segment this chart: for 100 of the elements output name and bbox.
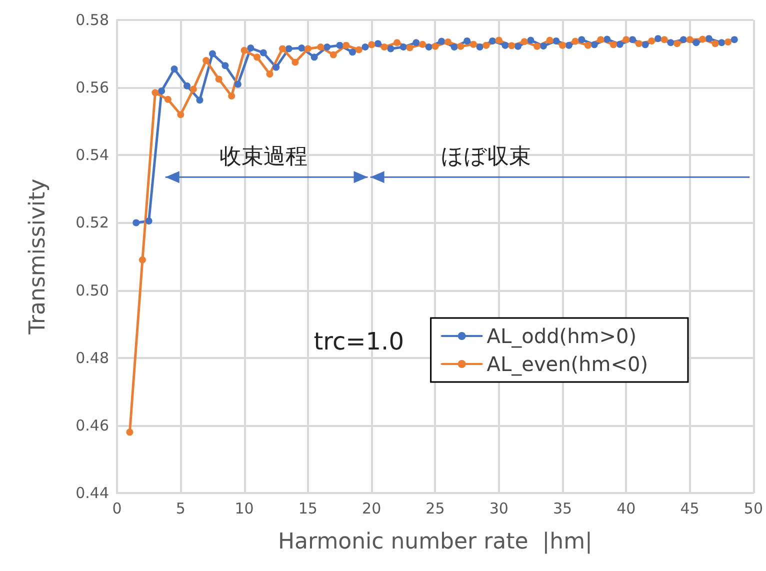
point: [330, 51, 337, 58]
point: [362, 44, 369, 51]
point: [450, 44, 458, 51]
point: [432, 42, 439, 50]
point: [208, 50, 216, 58]
x-tick-label: 25: [426, 500, 445, 518]
x-tick-label: 20: [362, 500, 382, 518]
point: [660, 36, 668, 44]
point: [476, 44, 484, 51]
point: [380, 44, 388, 51]
point: [667, 39, 674, 46]
point: [158, 87, 166, 94]
point: [604, 36, 611, 43]
point: [718, 39, 726, 46]
point: [406, 44, 414, 52]
point: [610, 41, 617, 48]
point: [502, 42, 509, 49]
point: [266, 70, 274, 78]
legend-label: AL_odd(hm>0): [486, 324, 637, 348]
point: [654, 35, 662, 42]
x-tick-label: 10: [234, 500, 254, 518]
y-tick-label: 0.44: [76, 484, 109, 502]
point: [597, 36, 604, 44]
point: [520, 38, 528, 46]
legend-label: AL_even(hm<0): [486, 352, 648, 376]
point: [190, 86, 197, 93]
point: [304, 45, 312, 52]
point: [170, 65, 178, 72]
point: [622, 36, 630, 44]
point: [324, 44, 331, 51]
point: [565, 42, 572, 49]
point: [152, 89, 159, 96]
point: [470, 40, 477, 48]
point: [674, 40, 681, 48]
point: [635, 40, 642, 48]
point: [578, 36, 586, 44]
point: [336, 42, 344, 49]
point: [374, 40, 382, 48]
point: [680, 36, 687, 44]
point: [145, 218, 152, 225]
point: [425, 44, 432, 51]
point: [126, 428, 134, 436]
annotation: ほぼ収束: [441, 144, 532, 170]
x-tick-label: 30: [489, 500, 508, 518]
y-axis-title: Transmissivity: [26, 178, 50, 336]
point: [400, 44, 407, 51]
point: [730, 36, 738, 44]
point: [228, 92, 236, 100]
point: [394, 39, 401, 46]
point: [514, 42, 522, 50]
point: [534, 42, 541, 50]
y-tick-label: 0.58: [76, 11, 109, 29]
x-tick-label: 40: [616, 500, 636, 518]
point: [489, 37, 496, 44]
point: [292, 58, 299, 66]
x-axis-title: Harmonic number rate |hm|: [278, 530, 592, 554]
point: [705, 35, 712, 42]
y-tick-label: 0.52: [76, 214, 109, 232]
y-tick-label: 0.48: [76, 348, 109, 367]
point: [342, 42, 350, 49]
x-tick-label: 35: [552, 500, 572, 518]
point: [222, 62, 229, 70]
point: [616, 40, 624, 48]
point: [298, 44, 306, 52]
point: [699, 36, 706, 43]
x-tick-label: 0: [112, 500, 122, 518]
point: [240, 46, 248, 54]
point: [184, 82, 191, 90]
x-tick-label: 50: [744, 500, 764, 518]
point: [196, 96, 204, 104]
point: [412, 39, 420, 46]
y-tick-label: 0.56: [76, 78, 109, 97]
point: [495, 36, 502, 44]
point: [260, 49, 267, 56]
point: [368, 41, 376, 48]
point: [572, 38, 579, 45]
point: [648, 37, 656, 44]
point: [272, 64, 280, 71]
point: [712, 40, 719, 48]
point: [164, 96, 172, 103]
point: [438, 38, 446, 45]
y-tick-label: 0.50: [76, 281, 109, 300]
point: [584, 42, 592, 49]
point: [692, 39, 700, 46]
point: [629, 36, 636, 44]
point: [724, 38, 732, 46]
point: [317, 44, 324, 51]
point: [278, 45, 286, 52]
y-tick-label: 0.54: [76, 146, 109, 164]
point: [419, 40, 426, 48]
point: [215, 76, 222, 83]
point: [482, 42, 490, 49]
y-tick-label: 0.46: [76, 416, 109, 434]
point: [234, 80, 242, 88]
point: [348, 48, 356, 56]
point: [444, 38, 452, 46]
annotation: 收束過程: [219, 144, 308, 170]
point: [355, 46, 362, 54]
x-tick-label: 15: [298, 500, 318, 518]
point: [642, 41, 649, 48]
